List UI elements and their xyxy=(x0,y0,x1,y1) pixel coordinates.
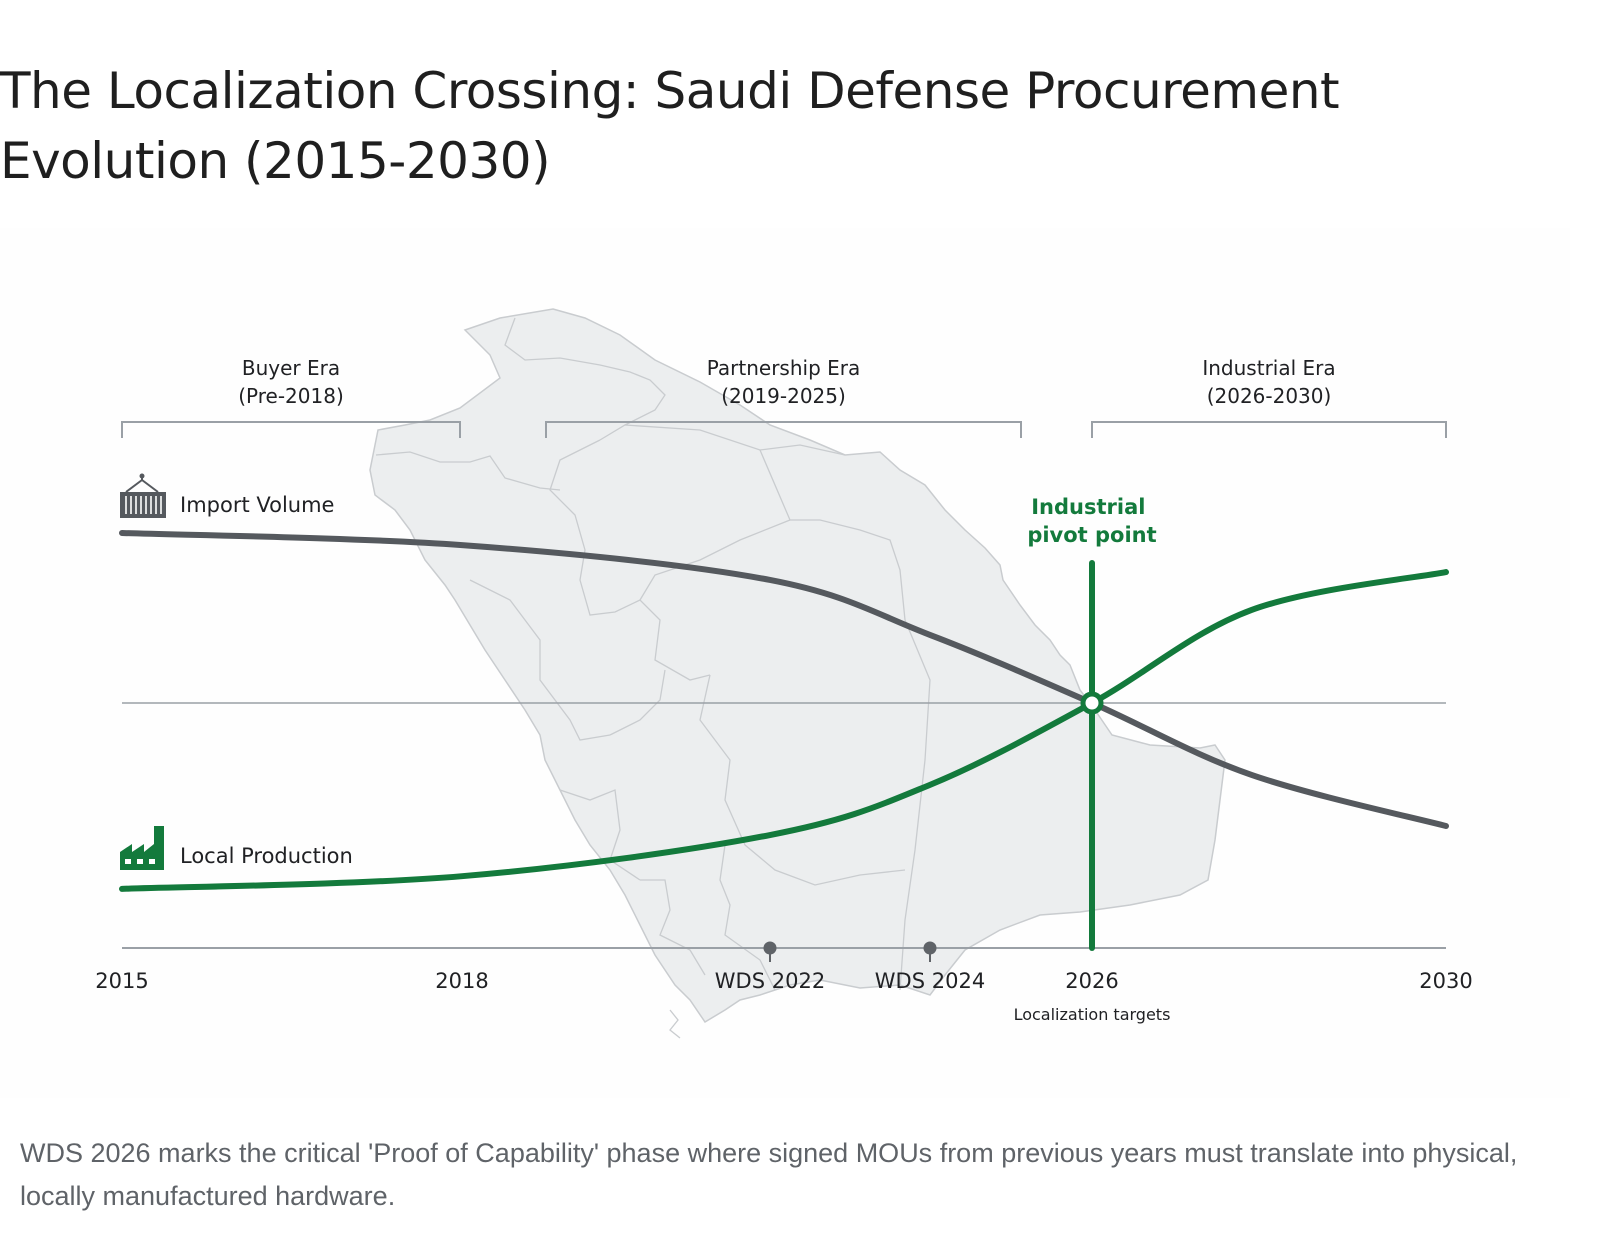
map-region-borders xyxy=(375,317,931,1039)
series-label-import-volume: Import Volume xyxy=(180,493,334,517)
era-name: Industrial Era xyxy=(1202,356,1335,380)
era-bracket xyxy=(545,421,1022,438)
region-border xyxy=(719,844,776,991)
region-border xyxy=(504,317,666,441)
x-tick-label: WDS 2024 xyxy=(875,969,985,993)
era-range: (2026-2030) xyxy=(1207,384,1332,408)
pivot-annotation-line-2: pivot point xyxy=(1027,523,1156,547)
x-tick-sublabel: Localization targets xyxy=(1014,1005,1171,1024)
era-name: Partnership Era xyxy=(707,356,861,380)
era-name: Buyer Era xyxy=(242,356,340,380)
chart-title: The Localization Crossing: Saudi Defense… xyxy=(0,62,1340,190)
region-border xyxy=(609,669,666,736)
era-range: (Pre-2018) xyxy=(238,384,344,408)
region-border xyxy=(559,789,641,881)
factory-icon xyxy=(120,826,164,870)
x-tick-label: 2015 xyxy=(95,969,148,993)
chart-figure: Buyer Era (Pre-2018) Partnership Era (2019-… xyxy=(0,228,1570,1098)
era-bracket xyxy=(1091,421,1447,438)
region-border xyxy=(375,451,561,491)
pivot-point-marker xyxy=(1080,691,1104,715)
era-bracket xyxy=(121,421,461,438)
map-outline xyxy=(369,308,1226,1024)
x-tick-label: 2026 xyxy=(1065,969,1118,993)
pivot-annotation: Industrial pivot point xyxy=(1027,495,1156,547)
region-border xyxy=(759,449,931,991)
series-line-local-production xyxy=(119,569,1449,892)
x-tick-label: 2030 xyxy=(1419,969,1472,993)
region-border xyxy=(469,579,611,741)
saudi-map-background xyxy=(369,308,1226,1039)
series-line-import-volume xyxy=(119,529,1449,830)
legend-import-volume: Import Volume xyxy=(120,473,334,518)
chart-svg: Buyer Era (Pre-2018) Partnership Era (2019-… xyxy=(95,308,1473,1039)
pivot-annotation-line-1: Industrial xyxy=(1031,495,1145,519)
milestone-marker xyxy=(763,941,777,955)
region-border xyxy=(669,1009,681,1039)
era-brackets: Buyer Era (Pre-2018) Partnership Era (2019-… xyxy=(121,356,1447,438)
x-tick-label: WDS 2022 xyxy=(715,969,825,993)
chart-caption: WDS 2026 marks the critical 'Proof of Ca… xyxy=(20,1138,1518,1211)
region-border xyxy=(699,674,906,886)
region-border xyxy=(549,439,711,681)
milestone-marker xyxy=(923,941,937,955)
region-border xyxy=(640,879,706,976)
series-label-local-production: Local Production xyxy=(180,844,353,868)
shipping-container-icon xyxy=(120,473,166,518)
region-border xyxy=(639,519,791,601)
legend-local-production: Local Production xyxy=(120,826,353,870)
era-range: (2019-2025) xyxy=(721,384,846,408)
x-axis-ticks: 2015 2018 WDS 2022 WDS 2024 2026 Localization… xyxy=(95,941,1473,1024)
x-tick-label: 2018 xyxy=(435,969,488,993)
